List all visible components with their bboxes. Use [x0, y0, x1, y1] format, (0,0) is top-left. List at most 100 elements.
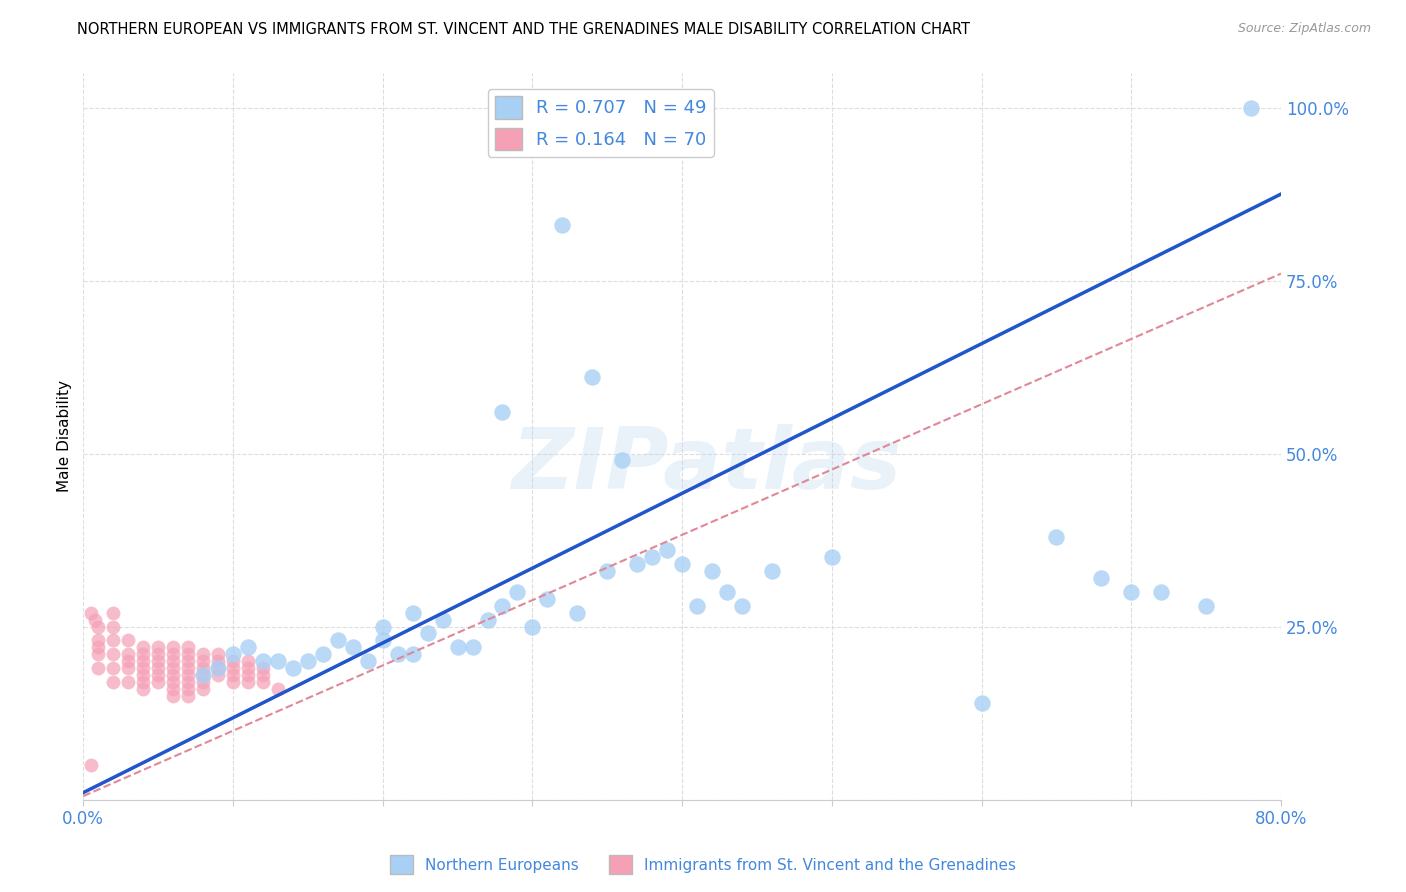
Point — [491, 599, 513, 613]
Point — [177, 661, 200, 675]
Point — [387, 647, 409, 661]
Point — [177, 689, 200, 703]
Point — [1240, 101, 1263, 115]
Point — [236, 640, 259, 655]
Point — [117, 661, 139, 675]
Point — [146, 654, 169, 668]
Point — [626, 558, 648, 572]
Point — [103, 647, 125, 661]
Point — [207, 668, 229, 682]
Point — [103, 606, 125, 620]
Point — [177, 668, 200, 682]
Point — [103, 661, 125, 675]
Point — [80, 758, 103, 772]
Point — [222, 661, 245, 675]
Point — [87, 661, 110, 675]
Point — [146, 674, 169, 689]
Point — [222, 674, 245, 689]
Point — [87, 647, 110, 661]
Point — [1045, 530, 1067, 544]
Point — [401, 647, 423, 661]
Point — [191, 668, 214, 682]
Point — [103, 619, 125, 633]
Point — [162, 689, 184, 703]
Point — [506, 585, 529, 599]
Point — [162, 681, 184, 696]
Y-axis label: Male Disability: Male Disability — [58, 380, 72, 492]
Point — [1121, 585, 1143, 599]
Point — [162, 647, 184, 661]
Point — [162, 674, 184, 689]
Point — [641, 550, 664, 565]
Point — [84, 613, 107, 627]
Text: NORTHERN EUROPEAN VS IMMIGRANTS FROM ST. VINCENT AND THE GRENADINES MALE DISABIL: NORTHERN EUROPEAN VS IMMIGRANTS FROM ST.… — [77, 22, 970, 37]
Point — [177, 640, 200, 655]
Point — [132, 661, 155, 675]
Point — [191, 654, 214, 668]
Point — [87, 633, 110, 648]
Legend: Northern Europeans, Immigrants from St. Vincent and the Grenadines: Northern Europeans, Immigrants from St. … — [384, 849, 1022, 880]
Point — [342, 640, 364, 655]
Point — [267, 681, 290, 696]
Point — [252, 668, 274, 682]
Point — [177, 674, 200, 689]
Point — [326, 633, 349, 648]
Point — [207, 654, 229, 668]
Point — [117, 633, 139, 648]
Point — [551, 218, 574, 232]
Point — [461, 640, 484, 655]
Point — [177, 681, 200, 696]
Point — [132, 647, 155, 661]
Point — [132, 654, 155, 668]
Point — [162, 640, 184, 655]
Point — [297, 654, 319, 668]
Point — [236, 674, 259, 689]
Point — [207, 661, 229, 675]
Point — [191, 668, 214, 682]
Point — [80, 606, 103, 620]
Point — [132, 668, 155, 682]
Point — [146, 668, 169, 682]
Point — [536, 591, 558, 606]
Point — [731, 599, 754, 613]
Point — [671, 558, 693, 572]
Point — [686, 599, 709, 613]
Point — [117, 674, 139, 689]
Point — [432, 613, 454, 627]
Point — [117, 647, 139, 661]
Point — [146, 661, 169, 675]
Point — [117, 654, 139, 668]
Point — [87, 619, 110, 633]
Point — [281, 661, 304, 675]
Point — [191, 661, 214, 675]
Point — [207, 661, 229, 675]
Point — [132, 681, 155, 696]
Point — [222, 654, 245, 668]
Point — [522, 619, 544, 633]
Point — [146, 640, 169, 655]
Point — [252, 661, 274, 675]
Text: ZIPatlas: ZIPatlas — [510, 424, 901, 507]
Point — [371, 619, 394, 633]
Point — [477, 613, 499, 627]
Point — [236, 668, 259, 682]
Point — [236, 654, 259, 668]
Point — [446, 640, 468, 655]
Point — [700, 564, 723, 578]
Point — [87, 640, 110, 655]
Point — [821, 550, 844, 565]
Point — [491, 405, 513, 419]
Legend: R = 0.707   N = 49, R = 0.164   N = 70: R = 0.707 N = 49, R = 0.164 N = 70 — [488, 89, 714, 157]
Point — [162, 668, 184, 682]
Point — [970, 696, 993, 710]
Point — [252, 674, 274, 689]
Point — [103, 633, 125, 648]
Point — [657, 543, 679, 558]
Point — [103, 674, 125, 689]
Point — [207, 647, 229, 661]
Point — [761, 564, 783, 578]
Point — [581, 370, 603, 384]
Point — [222, 647, 245, 661]
Point — [191, 674, 214, 689]
Point — [177, 654, 200, 668]
